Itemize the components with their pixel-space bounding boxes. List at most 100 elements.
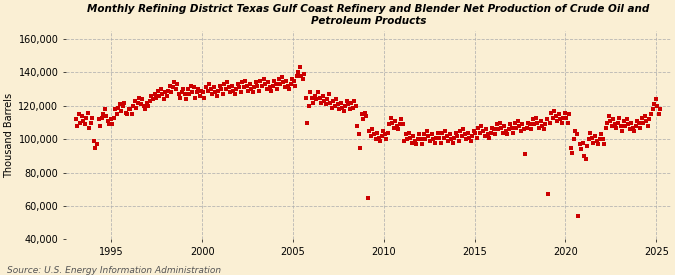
Point — [482, 132, 493, 136]
Point — [620, 124, 630, 128]
Point — [416, 137, 427, 141]
Point — [214, 84, 225, 88]
Point — [144, 99, 155, 103]
Point — [248, 90, 259, 95]
Point — [600, 125, 611, 130]
Point — [131, 105, 142, 110]
Point — [400, 132, 411, 136]
Point — [188, 85, 199, 90]
Point — [611, 125, 622, 130]
Point — [506, 125, 517, 130]
Point — [349, 99, 360, 103]
Point — [635, 125, 646, 130]
Point — [76, 114, 87, 118]
Point — [428, 137, 439, 141]
Point — [264, 85, 275, 90]
Point — [504, 127, 514, 131]
Point — [466, 139, 477, 143]
Point — [226, 84, 237, 88]
Point — [617, 129, 628, 133]
Point — [585, 130, 596, 135]
Point — [597, 137, 608, 141]
Point — [644, 117, 655, 122]
Point — [599, 142, 610, 147]
Point — [202, 89, 213, 93]
Point — [404, 130, 414, 135]
Point — [516, 129, 526, 133]
Point — [473, 125, 484, 130]
Point — [470, 130, 481, 135]
Point — [228, 89, 239, 93]
Point — [302, 120, 313, 125]
Point — [495, 125, 506, 130]
Point — [276, 75, 287, 80]
Point — [244, 82, 255, 86]
Point — [279, 85, 290, 90]
Point — [444, 132, 455, 136]
Point — [382, 130, 393, 135]
Point — [511, 125, 522, 130]
Point — [456, 134, 467, 138]
Point — [551, 119, 562, 123]
Point — [396, 117, 406, 122]
Point — [408, 134, 418, 138]
Point — [606, 124, 617, 128]
Point — [358, 117, 369, 122]
Point — [392, 124, 402, 128]
Point — [266, 89, 277, 93]
Point — [270, 82, 281, 86]
Point — [200, 85, 211, 90]
Point — [157, 92, 167, 96]
Point — [314, 95, 325, 100]
Point — [505, 122, 516, 127]
Point — [87, 115, 98, 120]
Point — [499, 124, 510, 128]
Point — [535, 119, 546, 123]
Point — [487, 125, 497, 130]
Point — [578, 141, 589, 145]
Point — [595, 132, 606, 136]
Point — [104, 122, 115, 127]
Point — [101, 114, 111, 118]
Point — [217, 92, 228, 96]
Point — [547, 115, 558, 120]
Point — [317, 94, 328, 98]
Point — [237, 80, 248, 85]
Point — [653, 112, 664, 116]
Point — [467, 134, 478, 138]
Point — [370, 137, 381, 141]
Point — [373, 135, 384, 140]
Point — [579, 154, 590, 158]
Point — [632, 119, 643, 123]
Point — [255, 79, 266, 83]
Point — [296, 74, 306, 78]
Point — [287, 77, 298, 81]
Point — [508, 130, 518, 135]
Point — [184, 92, 194, 96]
Point — [258, 77, 269, 81]
Point — [476, 124, 487, 128]
Point — [250, 80, 261, 85]
Point — [528, 117, 539, 122]
Point — [346, 100, 356, 105]
Point — [364, 129, 375, 133]
Point — [136, 102, 146, 106]
Point — [173, 92, 184, 96]
Point — [110, 107, 121, 111]
Point — [98, 112, 109, 116]
Point — [208, 85, 219, 90]
Point — [452, 134, 462, 138]
Point — [594, 137, 605, 141]
Point — [514, 124, 524, 128]
Point — [254, 89, 265, 93]
Point — [538, 127, 549, 131]
Point — [190, 95, 200, 100]
Point — [394, 122, 405, 127]
Point — [148, 97, 159, 101]
Point — [412, 137, 423, 141]
Point — [170, 87, 181, 91]
Point — [132, 100, 143, 105]
Point — [497, 130, 508, 135]
Point — [281, 79, 292, 83]
Point — [96, 115, 107, 120]
